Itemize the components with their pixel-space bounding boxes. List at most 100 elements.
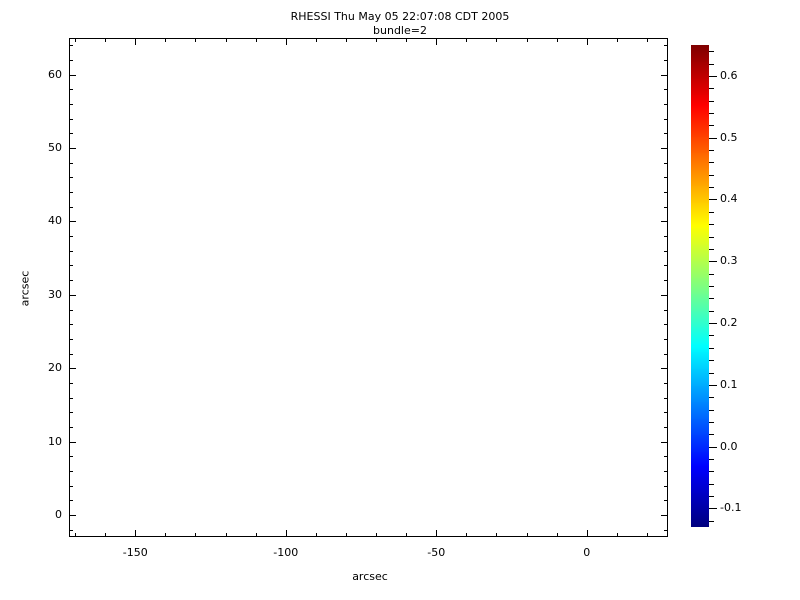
x-axis-minor-tick	[557, 533, 558, 537]
y-axis-minor-tick	[69, 530, 73, 531]
colorbar-tick-label: -0.1	[720, 501, 742, 515]
colorbar	[691, 45, 709, 527]
y-axis-minor-tick	[69, 280, 73, 281]
y-axis-tick-label: 30	[48, 287, 62, 301]
y-axis-minor-tick	[69, 500, 73, 501]
y-axis-minor-tick	[69, 133, 73, 134]
colorbar-minor-tick	[709, 64, 714, 65]
x-axis-minor-tick-top	[617, 38, 618, 42]
colorbar-major-tick	[709, 508, 717, 509]
y-axis-minor-tick	[69, 471, 73, 472]
y-axis-major-tick	[69, 368, 76, 369]
colorbar-minor-tick	[709, 224, 714, 225]
y-axis-minor-tick-right	[664, 398, 668, 399]
colorbar-tick-label: 0.3	[720, 254, 738, 268]
y-axis-minor-tick	[69, 383, 73, 384]
y-axis-tick-label: 40	[48, 214, 62, 228]
figure-title: RHESSI Thu May 05 22:07:08 CDT 2005	[290, 10, 510, 23]
colorbar-major-tick	[709, 447, 717, 448]
x-axis-minor-tick	[226, 533, 227, 537]
y-axis-minor-tick	[69, 60, 73, 61]
y-axis-minor-tick	[69, 104, 73, 105]
y-axis-major-tick	[69, 221, 76, 222]
colorbar-minor-tick	[709, 125, 714, 126]
x-axis-minor-tick	[647, 533, 648, 537]
y-axis-major-tick-right	[661, 295, 668, 296]
figure-subtitle: bundle=2	[373, 24, 427, 37]
colorbar-minor-tick	[709, 496, 714, 497]
x-axis-tick-label: -50	[427, 546, 446, 559]
y-axis-minor-tick	[69, 398, 73, 399]
colorbar-minor-tick	[709, 410, 714, 411]
y-axis-minor-tick	[69, 119, 73, 120]
y-axis-major-tick	[69, 442, 76, 443]
y-axis-minor-tick-right	[664, 251, 668, 252]
colorbar-minor-tick	[709, 521, 714, 522]
colorbar-minor-tick	[709, 162, 714, 163]
colorbar-tick-label: 0.4	[720, 192, 738, 206]
y-axis-minor-tick-right	[664, 236, 668, 237]
y-axis-minor-tick-right	[664, 89, 668, 90]
y-axis-major-tick-right	[661, 75, 668, 76]
y-axis-minor-tick-right	[664, 310, 668, 311]
colorbar-minor-tick	[709, 471, 714, 472]
y-axis-minor-tick	[69, 45, 73, 46]
colorbar-minor-tick	[709, 311, 714, 312]
y-axis-minor-tick	[69, 324, 73, 325]
colorbar-minor-tick	[709, 397, 714, 398]
y-axis-minor-tick	[69, 265, 73, 266]
y-axis-major-tick-right	[661, 148, 668, 149]
x-axis-minor-tick	[195, 533, 196, 537]
y-axis-minor-tick-right	[664, 383, 668, 384]
x-axis-minor-tick-top	[647, 38, 648, 42]
x-axis-minor-tick-top	[195, 38, 196, 42]
x-axis-minor-tick-top	[256, 38, 257, 42]
colorbar-minor-tick	[709, 88, 714, 89]
y-axis-major-tick	[69, 75, 76, 76]
title-block: RHESSI Thu May 05 22:07:08 CDT 2005 bund…	[0, 10, 800, 38]
y-axis-major-tick-right	[661, 515, 668, 516]
colorbar-major-tick	[709, 261, 717, 262]
y-axis-minor-tick-right	[664, 500, 668, 501]
colorbar-minor-tick	[709, 101, 714, 102]
y-axis-tick-label: 50	[48, 141, 62, 155]
y-axis-minor-tick	[69, 163, 73, 164]
x-axis-major-tick	[587, 530, 588, 537]
colorbar-tick-label: 0.0	[720, 439, 738, 453]
y-axis-minor-tick	[69, 427, 73, 428]
y-axis-tick-label: 20	[48, 361, 62, 375]
x-axis-minor-tick	[105, 533, 106, 537]
y-axis-tick-label: 0	[55, 507, 62, 521]
x-axis-minor-tick-top	[75, 38, 76, 42]
colorbar-minor-tick	[709, 434, 714, 435]
colorbar-minor-tick	[709, 51, 714, 52]
x-axis-minor-tick	[346, 533, 347, 537]
x-axis-minor-tick	[466, 533, 467, 537]
colorbar-major-tick	[709, 323, 717, 324]
colorbar-minor-tick	[709, 459, 714, 460]
colorbar-minor-tick	[709, 212, 714, 213]
colorbar-minor-tick	[709, 422, 714, 423]
x-axis-minor-tick-top	[466, 38, 467, 42]
colorbar-minor-tick	[709, 150, 714, 151]
x-axis-major-tick	[436, 530, 437, 537]
y-axis-minor-tick-right	[664, 354, 668, 355]
y-axis-minor-tick-right	[664, 45, 668, 46]
colorbar-minor-tick	[709, 175, 714, 176]
x-axis-minor-tick-top	[346, 38, 347, 42]
x-axis-minor-tick	[316, 533, 317, 537]
colorbar-minor-tick	[709, 249, 714, 250]
colorbar-minor-tick	[709, 274, 714, 275]
y-axis-minor-tick-right	[664, 192, 668, 193]
x-axis-minor-tick-top	[496, 38, 497, 42]
y-axis-minor-tick-right	[664, 177, 668, 178]
y-axis-minor-tick-right	[664, 412, 668, 413]
x-axis-minor-tick-top	[165, 38, 166, 42]
y-axis-minor-tick-right	[664, 60, 668, 61]
y-axis-minor-tick-right	[664, 530, 668, 531]
y-axis-minor-tick-right	[664, 280, 668, 281]
y-axis-major-tick-right	[661, 368, 668, 369]
x-axis-minor-tick-top	[527, 38, 528, 42]
colorbar-minor-tick	[709, 237, 714, 238]
